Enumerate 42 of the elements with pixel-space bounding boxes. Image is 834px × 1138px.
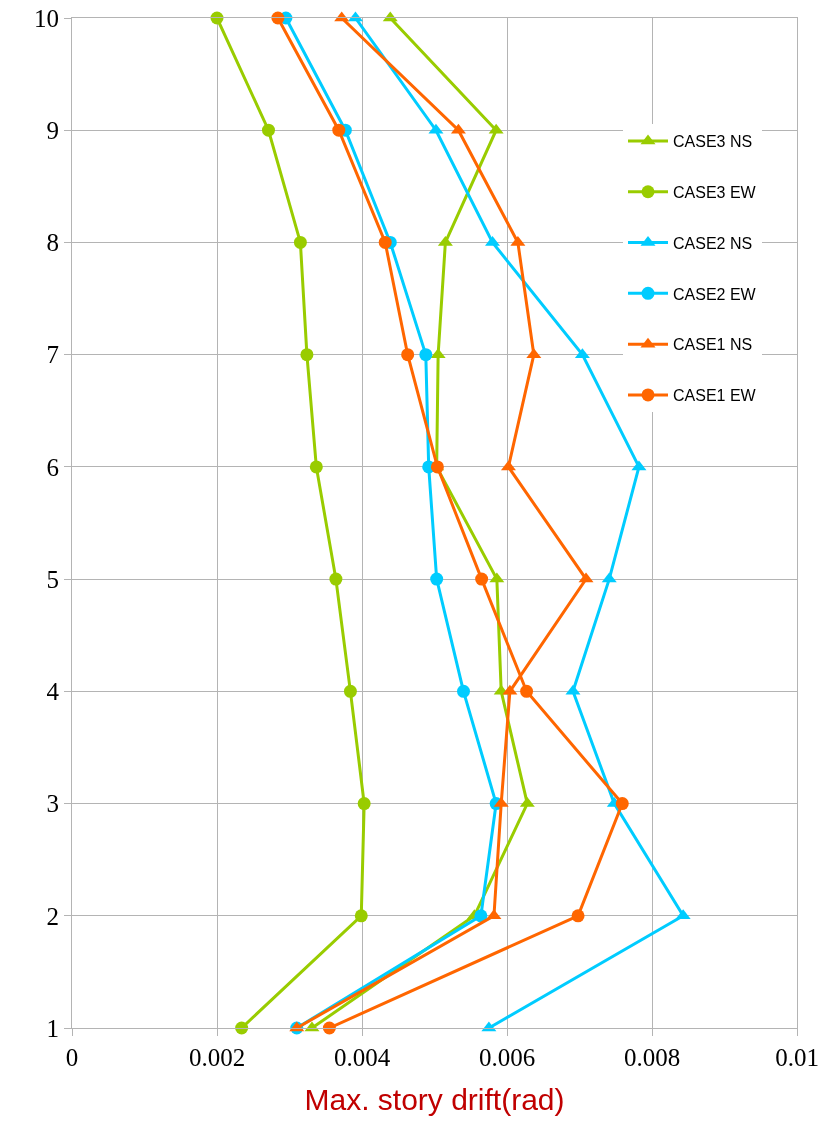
- y-tick-label: 6: [46, 453, 59, 481]
- x-tick-label: 0.006: [478, 1044, 536, 1071]
- point: [401, 348, 415, 362]
- point: [520, 684, 534, 698]
- point: [343, 684, 357, 698]
- y-tick-label: 10: [34, 4, 59, 32]
- point: [430, 572, 444, 586]
- legend-label: CASE3 NS: [673, 133, 753, 151]
- point: [309, 460, 323, 474]
- y-tick-label: 2: [46, 902, 59, 930]
- x-axis-title: Max. story drift(rad): [304, 1082, 565, 1116]
- point: [332, 123, 346, 137]
- point: [378, 235, 392, 249]
- point: [354, 909, 368, 923]
- x-tick-label: 0.008: [623, 1044, 681, 1071]
- legend-label: CASE2 NS: [673, 234, 753, 252]
- legend-label: CASE2 EW: [673, 285, 757, 303]
- point: [615, 797, 629, 811]
- point: [571, 909, 585, 923]
- point: [261, 123, 275, 137]
- legend-label: CASE3 EW: [673, 183, 757, 201]
- point: [329, 572, 343, 586]
- x-tick-label: 0.002: [188, 1044, 246, 1071]
- point: [474, 909, 488, 923]
- legend-label: CASE1 NS: [673, 336, 753, 354]
- y-tick-label: 3: [46, 790, 59, 818]
- x-tick-label: 0.01: [775, 1044, 819, 1071]
- point: [293, 235, 307, 249]
- legend-label: CASE1 EW: [673, 387, 757, 405]
- y-tick-label: 7: [46, 341, 59, 369]
- x-tick-label: 0.004: [333, 1044, 391, 1071]
- y-tick-label: 5: [46, 565, 59, 593]
- y-tick-label: 1: [46, 1014, 59, 1042]
- y-tick-label: 4: [46, 678, 60, 706]
- y-tick-label: 9: [46, 116, 59, 144]
- point: [419, 348, 433, 362]
- point: [300, 348, 314, 362]
- y-tick-label: 8: [46, 229, 59, 257]
- point: [357, 797, 371, 811]
- point: [457, 684, 470, 698]
- point: [475, 572, 489, 586]
- x-tick-label: 0: [65, 1044, 79, 1071]
